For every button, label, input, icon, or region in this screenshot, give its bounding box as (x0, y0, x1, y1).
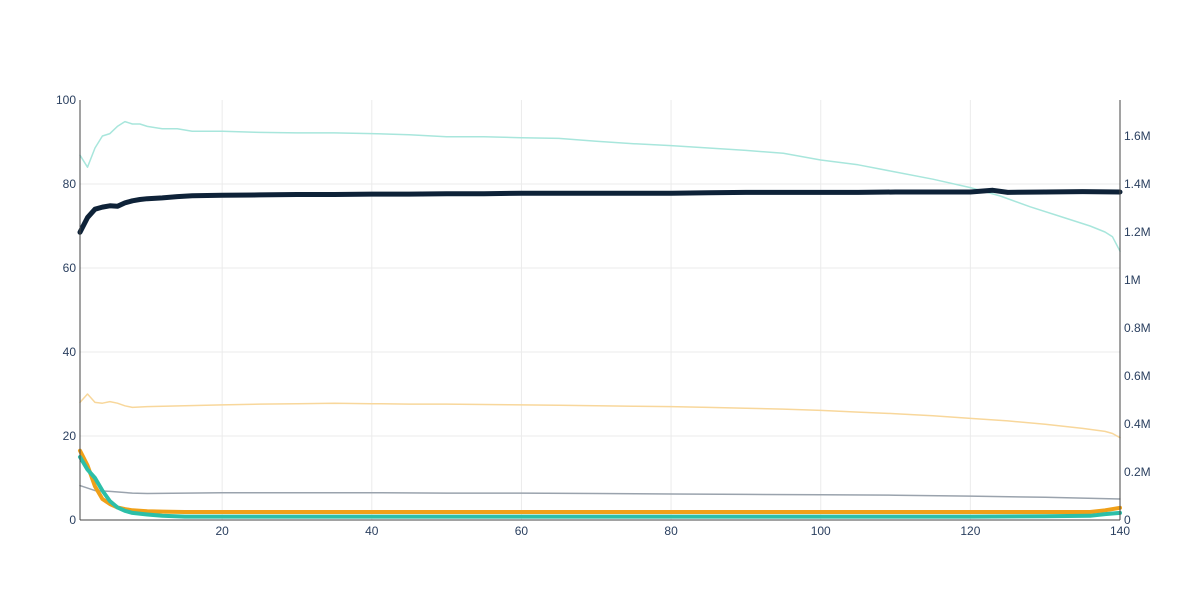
x-tick-label: 100 (811, 524, 831, 538)
x-tick-label: 40 (365, 524, 379, 538)
y2-tick-label: 1.6M (1124, 129, 1151, 143)
series-group (77, 120, 1123, 519)
tick-labels: 0 20 40 60 80 100 0 0.2M 0.4M 0.6M 0.8M 1M 1.2M 1.4M 1… (56, 93, 1151, 538)
y-tick-label: 20 (63, 429, 77, 443)
y-tick-label: 0 (69, 513, 76, 527)
y2-tick-label: 0.2M (1124, 465, 1151, 479)
x-tick-label: 120 (960, 524, 980, 538)
x-tick-label: 60 (515, 524, 529, 538)
y2-tick-label: 0.4M (1124, 417, 1151, 431)
y2-tick-label: 0.6M (1124, 369, 1151, 383)
y2-tick-label: 0.8M (1124, 321, 1151, 335)
y2-tick-label: 1M (1124, 273, 1141, 287)
y-tick-label: 60 (63, 261, 77, 275)
series-line-4 (78, 448, 1122, 514)
y2-tick-label: 1.4M (1124, 177, 1151, 191)
grid-lines (80, 100, 1120, 520)
series-line-6 (77, 187, 1123, 235)
x-tick-label: 140 (1110, 524, 1130, 538)
y-tick-label: 40 (63, 345, 77, 359)
x-tick-label: 80 (664, 524, 678, 538)
series-line-3 (79, 484, 1121, 500)
y2-tick-label: 1.2M (1124, 225, 1151, 239)
y2-tick-label: 0 (1124, 513, 1131, 527)
x-tick-label: 20 (215, 524, 229, 538)
series-line-5 (78, 455, 1122, 519)
y-tick-label: 100 (56, 93, 76, 107)
series-line-1 (79, 120, 1121, 252)
y-tick-label: 80 (63, 177, 77, 191)
series-line-2 (79, 393, 1121, 439)
axes (79, 100, 1121, 521)
